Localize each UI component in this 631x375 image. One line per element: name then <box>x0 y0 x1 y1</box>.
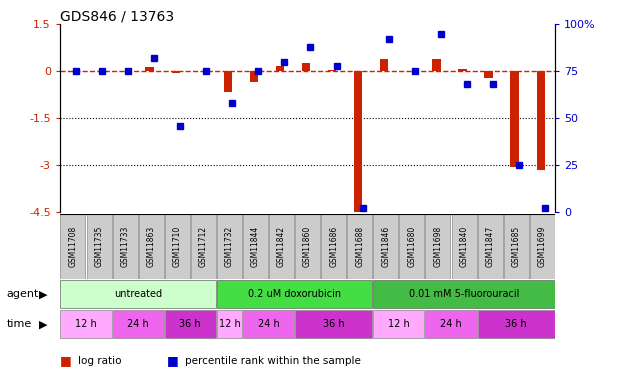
Bar <box>295 310 372 339</box>
Text: GSM11688: GSM11688 <box>355 226 364 267</box>
Bar <box>243 214 268 279</box>
Text: GSM11847: GSM11847 <box>486 226 495 267</box>
Bar <box>478 214 503 279</box>
Text: ■: ■ <box>167 354 179 367</box>
Text: GSM11844: GSM11844 <box>251 226 260 267</box>
Text: 36 h: 36 h <box>179 320 201 329</box>
Bar <box>146 67 154 71</box>
Text: 24 h: 24 h <box>440 320 462 329</box>
Text: GSM11712: GSM11712 <box>199 226 208 267</box>
Bar <box>425 214 451 279</box>
Text: 36 h: 36 h <box>505 320 527 329</box>
Text: GSM11732: GSM11732 <box>225 226 234 267</box>
Text: ▶: ▶ <box>38 320 47 329</box>
Text: GSM11840: GSM11840 <box>459 226 469 267</box>
Bar <box>61 214 85 279</box>
Bar <box>165 214 190 279</box>
Text: GSM11735: GSM11735 <box>95 226 103 267</box>
Bar <box>112 214 138 279</box>
Text: GSM11846: GSM11846 <box>381 226 391 267</box>
Bar <box>223 71 232 92</box>
Bar <box>458 69 467 71</box>
Text: 0.2 uM doxorubicin: 0.2 uM doxorubicin <box>248 290 341 299</box>
Bar <box>374 280 555 309</box>
Bar <box>530 214 555 279</box>
Text: GSM11699: GSM11699 <box>538 226 546 267</box>
Text: GSM11685: GSM11685 <box>512 226 521 267</box>
Text: 24 h: 24 h <box>127 320 149 329</box>
Text: 0.01 mM 5-fluorouracil: 0.01 mM 5-fluorouracil <box>409 290 519 299</box>
Text: ▶: ▶ <box>38 290 47 299</box>
Bar <box>328 70 336 71</box>
Bar <box>165 310 216 339</box>
Text: 12 h: 12 h <box>388 320 410 329</box>
Bar <box>425 310 476 339</box>
Text: 12 h: 12 h <box>218 320 240 329</box>
Text: GSM11863: GSM11863 <box>146 226 156 267</box>
Bar <box>217 214 242 279</box>
Bar <box>347 214 372 279</box>
Text: GSM11686: GSM11686 <box>329 226 338 267</box>
Bar <box>380 59 389 71</box>
Bar <box>399 214 425 279</box>
Text: GDS846 / 13763: GDS846 / 13763 <box>60 9 174 23</box>
Bar <box>139 214 163 279</box>
Bar <box>269 214 294 279</box>
Bar <box>243 310 294 339</box>
Bar <box>452 214 476 279</box>
Text: GSM11733: GSM11733 <box>121 226 129 267</box>
Bar <box>276 66 284 71</box>
Bar <box>86 214 112 279</box>
Text: GSM11710: GSM11710 <box>173 226 182 267</box>
Text: GSM11708: GSM11708 <box>69 226 78 267</box>
Bar <box>172 71 180 73</box>
Bar <box>191 214 216 279</box>
Bar <box>478 310 555 339</box>
Bar <box>485 71 493 78</box>
Text: GSM11680: GSM11680 <box>408 226 416 267</box>
Text: GSM11860: GSM11860 <box>303 226 312 267</box>
Text: 24 h: 24 h <box>257 320 280 329</box>
Text: 12 h: 12 h <box>75 320 97 329</box>
Bar <box>112 310 163 339</box>
Text: time: time <box>6 320 32 329</box>
Bar <box>61 310 112 339</box>
Bar <box>295 214 320 279</box>
Bar <box>504 214 529 279</box>
Text: 36 h: 36 h <box>323 320 345 329</box>
Text: log ratio: log ratio <box>78 356 121 366</box>
Text: percentile rank within the sample: percentile rank within the sample <box>185 356 361 366</box>
Bar <box>217 280 372 309</box>
Bar <box>354 71 362 212</box>
Bar <box>374 214 398 279</box>
Bar <box>217 310 242 339</box>
Bar <box>374 310 425 339</box>
Bar <box>302 63 310 71</box>
Text: agent: agent <box>6 290 38 299</box>
Text: GSM11698: GSM11698 <box>433 226 442 267</box>
Bar <box>61 280 216 309</box>
Text: GSM11842: GSM11842 <box>277 226 286 267</box>
Bar <box>321 214 346 279</box>
Bar <box>536 71 545 170</box>
Bar <box>510 71 519 166</box>
Text: ■: ■ <box>60 354 72 367</box>
Bar <box>198 70 206 71</box>
Bar <box>250 71 258 82</box>
Bar <box>432 59 440 71</box>
Text: untreated: untreated <box>114 290 162 299</box>
Bar <box>406 70 415 71</box>
